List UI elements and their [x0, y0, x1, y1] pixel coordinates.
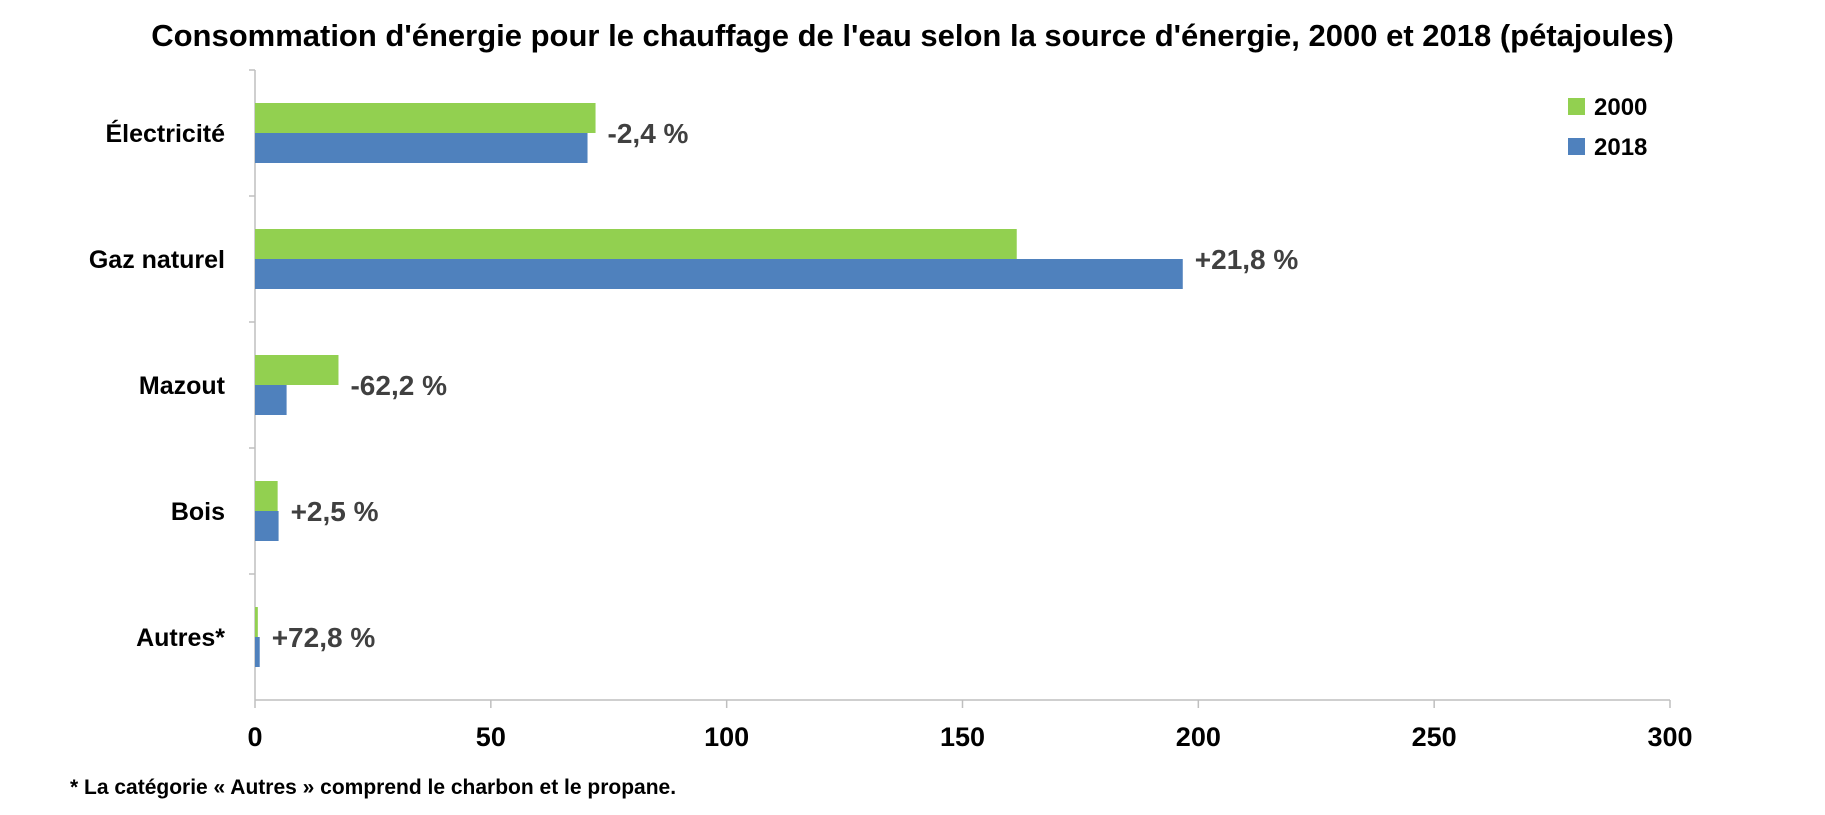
bar-2018[interactable] — [255, 511, 279, 541]
bar-2000[interactable] — [255, 229, 1017, 259]
bar-2000[interactable] — [255, 355, 339, 385]
x-tick-label: 0 — [247, 722, 262, 752]
data-label: +72,8 % — [272, 622, 376, 653]
legend-label: 2000 — [1594, 94, 1647, 121]
category-label: Gaz naturel — [89, 246, 225, 274]
x-tick-label: 100 — [704, 722, 749, 752]
x-tick-label: 300 — [1647, 722, 1692, 752]
bar-2018[interactable] — [255, 133, 588, 163]
bar-2000[interactable] — [255, 103, 596, 133]
x-tick-label: 200 — [1176, 722, 1221, 752]
legend-swatch-2000 — [1568, 98, 1585, 115]
bar-2018[interactable] — [255, 385, 287, 415]
bar-2000[interactable] — [255, 607, 258, 637]
category-label: Autres* — [136, 624, 225, 652]
bar-2000[interactable] — [255, 481, 278, 511]
bar-2018[interactable] — [255, 637, 260, 667]
data-label: -62,2 % — [350, 370, 447, 401]
bar-2018[interactable] — [255, 259, 1183, 289]
legend-label: 2018 — [1594, 134, 1647, 161]
x-tick-label: 50 — [476, 722, 506, 752]
x-tick-label: 250 — [1412, 722, 1457, 752]
chart-title: Consommation d'énergie pour le chauffage… — [151, 18, 1674, 53]
footnote: * La catégorie « Autres » comprend le ch… — [70, 776, 677, 799]
category-label: Bois — [171, 498, 225, 526]
data-label: +21,8 % — [1195, 244, 1299, 275]
x-tick-label: 150 — [940, 722, 985, 752]
category-label: Mazout — [139, 372, 226, 400]
category-label: Électricité — [105, 119, 225, 148]
data-label: +2,5 % — [291, 496, 379, 527]
legend-swatch-2018 — [1568, 138, 1585, 155]
data-label: -2,4 % — [608, 118, 689, 149]
